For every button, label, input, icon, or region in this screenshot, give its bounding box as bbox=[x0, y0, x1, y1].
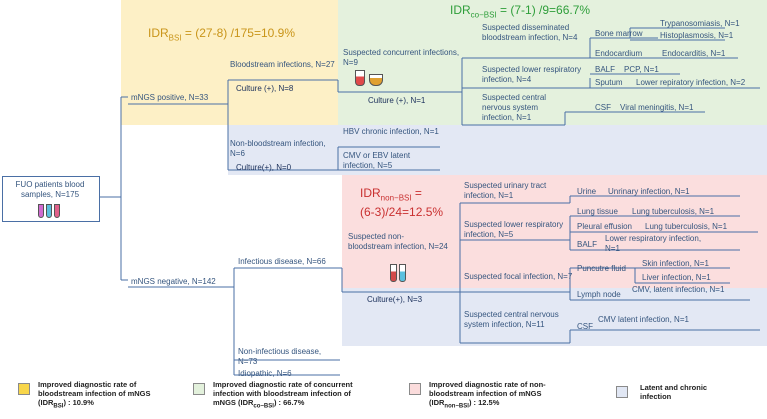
focal-label: Suspected focal infection, N=7 bbox=[464, 272, 573, 281]
nonbsi-label: Non-bloodstream infection, N=6 bbox=[230, 139, 326, 158]
bsi-culture-label: Culture (+), N=8 bbox=[236, 84, 294, 93]
pleural-label: Pleural effusion bbox=[577, 222, 632, 231]
viral-meningitis-label: Viral meningitis, N=1 bbox=[620, 103, 694, 112]
legend-co-bsi: Improved diagnostic rate of concurrent i… bbox=[213, 380, 353, 410]
legend-swatch-non-bsi bbox=[409, 383, 421, 395]
legend-non-bsi: Improved diagnostic rate of non-bloodstr… bbox=[429, 380, 546, 410]
lower-resp-tract-label: Lower repiratory infection, N=2 bbox=[636, 78, 746, 87]
histo-label: Histoplasmosis, N=1 bbox=[660, 31, 734, 40]
trypano-label: Trypanosomiasis, N=1 bbox=[660, 19, 740, 28]
neg-lower-resp-label: Suspected lower respiratory infection, N… bbox=[464, 220, 564, 239]
legend-latent: Latent and chronic infection bbox=[640, 383, 708, 401]
liver-label: Liver infection, N=1 bbox=[642, 273, 711, 282]
csf-label: CSF bbox=[595, 103, 611, 112]
test-tube-icon bbox=[390, 264, 410, 284]
sputum-label: Sputum bbox=[595, 78, 623, 87]
latent-region-top bbox=[228, 125, 767, 175]
pcp-label: PCP, N=1 bbox=[624, 65, 659, 74]
endocarditis-label: Endocarditis, N=1 bbox=[662, 49, 726, 58]
idr-bsi-title: IDRBSI = (27-8) /175=10.9% bbox=[148, 26, 295, 43]
neg-balf-label: BALF bbox=[577, 240, 598, 249]
lung-tb1-label: Lung tuberculosis, N=1 bbox=[632, 207, 715, 216]
disseminated-label: Suspected disseminated bloodstream infec… bbox=[482, 23, 578, 42]
puncture-label: Puncutre fluid bbox=[577, 264, 626, 273]
noninfectious-label: Non-infectious disease, N=73 bbox=[238, 347, 322, 366]
hbv-label: HBV chronic infection, N=1 bbox=[343, 127, 439, 136]
idr-co-bsi-title: IDRco−BSI = (7-1) /9=66.7% bbox=[450, 3, 591, 20]
cmv-latent1-label: CMV, latent infection, N=1 bbox=[632, 285, 725, 294]
concurrent-label: Suspected concurrent infections, N=9 bbox=[343, 48, 460, 67]
latent-region-bottom bbox=[342, 288, 767, 346]
neg-lower-resp-inf-label: Lower respiratory infection, N=1 bbox=[605, 234, 702, 253]
cns-label: Suspected central nervous system infecti… bbox=[482, 93, 547, 122]
skin-label: Skin infection, N=1 bbox=[642, 259, 709, 268]
infectious-label: Infectious disease, N=66 bbox=[238, 257, 326, 266]
mngs-negative-label: mNGS negative, N=142 bbox=[131, 277, 216, 286]
root-label: FUO patients blood samples, N=175 bbox=[15, 180, 85, 199]
neg-cns-label: Suspected central nervous system infecti… bbox=[464, 310, 559, 329]
co-bsi-region bbox=[338, 0, 767, 125]
negative-culture-label: Culture(+), N=3 bbox=[367, 295, 423, 304]
balf-label: BALF bbox=[595, 65, 616, 74]
test-tubes-icon bbox=[38, 204, 68, 218]
legend-swatch-co-bsi bbox=[193, 383, 205, 395]
nonbsi-culture-label: Culture(+), N=0 bbox=[236, 163, 292, 172]
lower-resp-label: Suspected lower respiratory infection, N… bbox=[482, 65, 582, 84]
idr-non-bsi-title: IDRnon−BSI = (6-3)/24=12.5% bbox=[360, 186, 444, 220]
lung-tissue-label: Lung tissue bbox=[577, 207, 618, 216]
cmv-latent2-label: CMV latent infection, N=1 bbox=[598, 315, 689, 324]
cmv-ebv-label: CMV or EBV latent infection, N=5 bbox=[343, 151, 411, 170]
lymph-label: Lymph node bbox=[577, 290, 621, 299]
flask-icon bbox=[355, 70, 385, 86]
bsi-label: Bloodstream infections, N=27 bbox=[230, 60, 335, 69]
endocardium-label: Endocardium bbox=[595, 49, 643, 58]
urinary-inf-label: Unrinary infection, N=1 bbox=[608, 187, 690, 196]
concurrent-culture-label: Culture (+), N=1 bbox=[368, 96, 426, 105]
lung-tb2-label: Lung tuberculosis, N=1 bbox=[645, 222, 728, 231]
susp-nonbsi-label: Suspected non-bloodstream infection, N=2… bbox=[348, 232, 448, 251]
idiopathic-label: Idiopathic, N=6 bbox=[238, 369, 292, 378]
legend-swatch-bsi bbox=[18, 383, 30, 395]
mngs-positive-label: mNGS positive, N=33 bbox=[131, 93, 209, 102]
neg-csf-label: CSF bbox=[577, 322, 593, 331]
urine-label: Urine bbox=[577, 187, 597, 196]
legend-bsi: Improved diagnostic rate of bloodstream … bbox=[38, 380, 151, 410]
legend-swatch-latent bbox=[616, 386, 628, 398]
uti-label: Suspected urinary tract infection, N=1 bbox=[464, 181, 547, 200]
bone-marrow-label: Bone marrow bbox=[595, 29, 643, 38]
